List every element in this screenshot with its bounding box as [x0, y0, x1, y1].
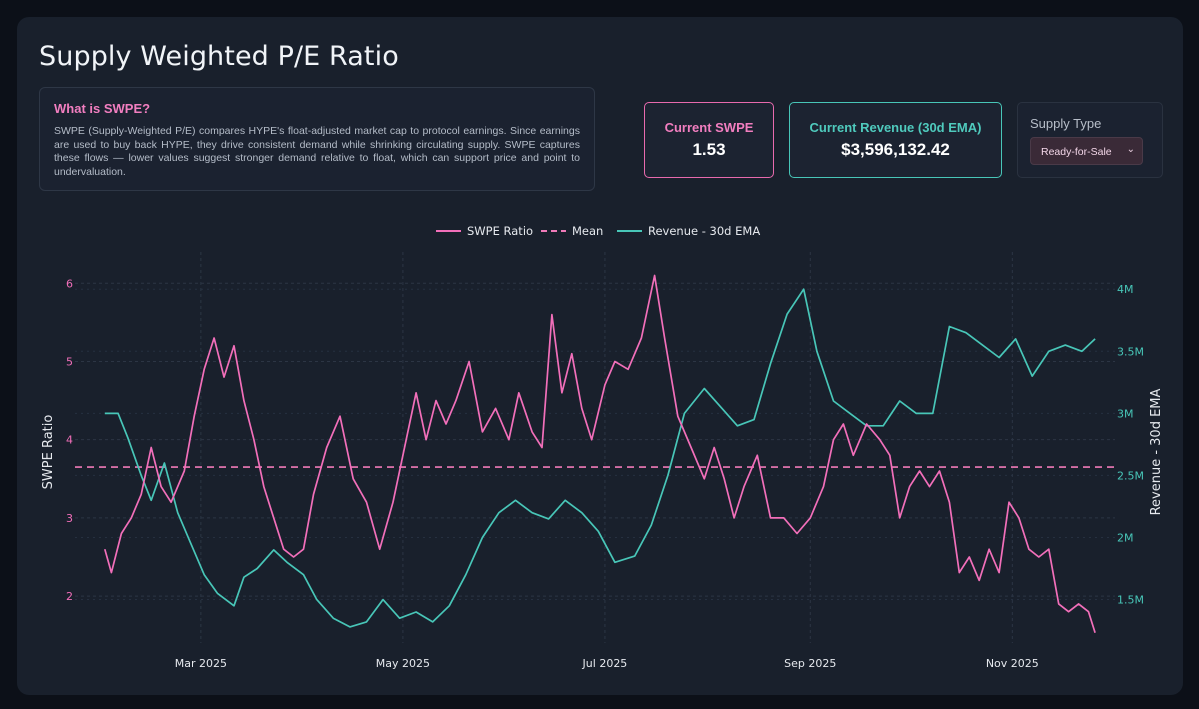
- y-tick-label: 3: [66, 512, 73, 525]
- y-tick-label: 4: [66, 434, 73, 447]
- supply-type-select[interactable]: Ready-for-Sale ⌄: [1030, 137, 1143, 165]
- y2-tick-label: 2M: [1117, 531, 1134, 544]
- x-tick-label: Jul 2025: [582, 657, 628, 670]
- current-revenue-card: Current Revenue (30d EMA) $3,596,132.42: [789, 102, 1002, 178]
- y-tick-label: 6: [66, 277, 73, 290]
- y-tick-label: 5: [66, 355, 73, 368]
- info-heading: What is SWPE?: [54, 101, 151, 116]
- y2-tick-label: 1.5M: [1117, 594, 1144, 607]
- y-axis-ticks: 2 3 4 5 6: [66, 277, 73, 603]
- x-tick-label: Mar 2025: [175, 657, 227, 670]
- x-tick-label: Nov 2025: [986, 657, 1039, 670]
- chevron-down-icon: ⌄: [1126, 144, 1135, 155]
- x-tick-label: May 2025: [376, 657, 430, 670]
- y2-axis-label: Revenue - 30d EMA: [1149, 388, 1164, 515]
- legend-label: Revenue - 30d EMA: [648, 224, 760, 238]
- chart-grid: [75, 252, 1115, 643]
- y2-tick-label: 3M: [1117, 407, 1134, 420]
- current-revenue-value: $3,596,132.42: [841, 140, 950, 159]
- x-axis-ticks: Mar 2025 May 2025 Jul 2025 Sep 2025 Nov 2025: [175, 657, 1039, 670]
- y-tick-label: 2: [66, 590, 73, 603]
- current-swpe-card: Current SWPE 1.53: [644, 102, 774, 178]
- supply-type-label: Supply Type: [1030, 116, 1102, 131]
- legend-label: SWPE Ratio: [467, 224, 533, 238]
- revenue-series-line: [104, 288, 1096, 628]
- supply-type-box: Supply Type Ready-for-Sale ⌄: [1017, 102, 1163, 178]
- supply-type-selected: Ready-for-Sale: [1041, 146, 1112, 158]
- x-tick-label: Sep 2025: [784, 657, 836, 670]
- y2-tick-label: 4M: [1117, 283, 1134, 296]
- legend-label: Mean: [572, 224, 603, 238]
- swpe-series-line: [103, 274, 1096, 634]
- page-title: Supply Weighted P/E Ratio: [39, 41, 399, 72]
- y2-axis-ticks: 1.5M 2M 2.5M 3M 3.5M 4M: [1117, 283, 1144, 606]
- chart-legend: SWPE Ratio Mean Revenue - 30d EMA: [436, 224, 760, 238]
- current-swpe-value: 1.53: [692, 140, 726, 159]
- info-box: What is SWPE? SWPE (Supply-Weighted P/E)…: [39, 87, 595, 191]
- dashboard-panel: Supply Weighted P/E Ratio What is SWPE? …: [17, 17, 1183, 695]
- current-swpe-label: Current SWPE: [664, 120, 754, 135]
- y2-tick-label: 3.5M: [1117, 345, 1144, 358]
- y2-tick-label: 2.5M: [1117, 469, 1144, 482]
- current-revenue-label: Current Revenue (30d EMA): [809, 120, 982, 135]
- y-axis-label: SWPE Ratio: [41, 415, 56, 490]
- info-body: SWPE (Supply-Weighted P/E) compares HYPE…: [54, 125, 580, 178]
